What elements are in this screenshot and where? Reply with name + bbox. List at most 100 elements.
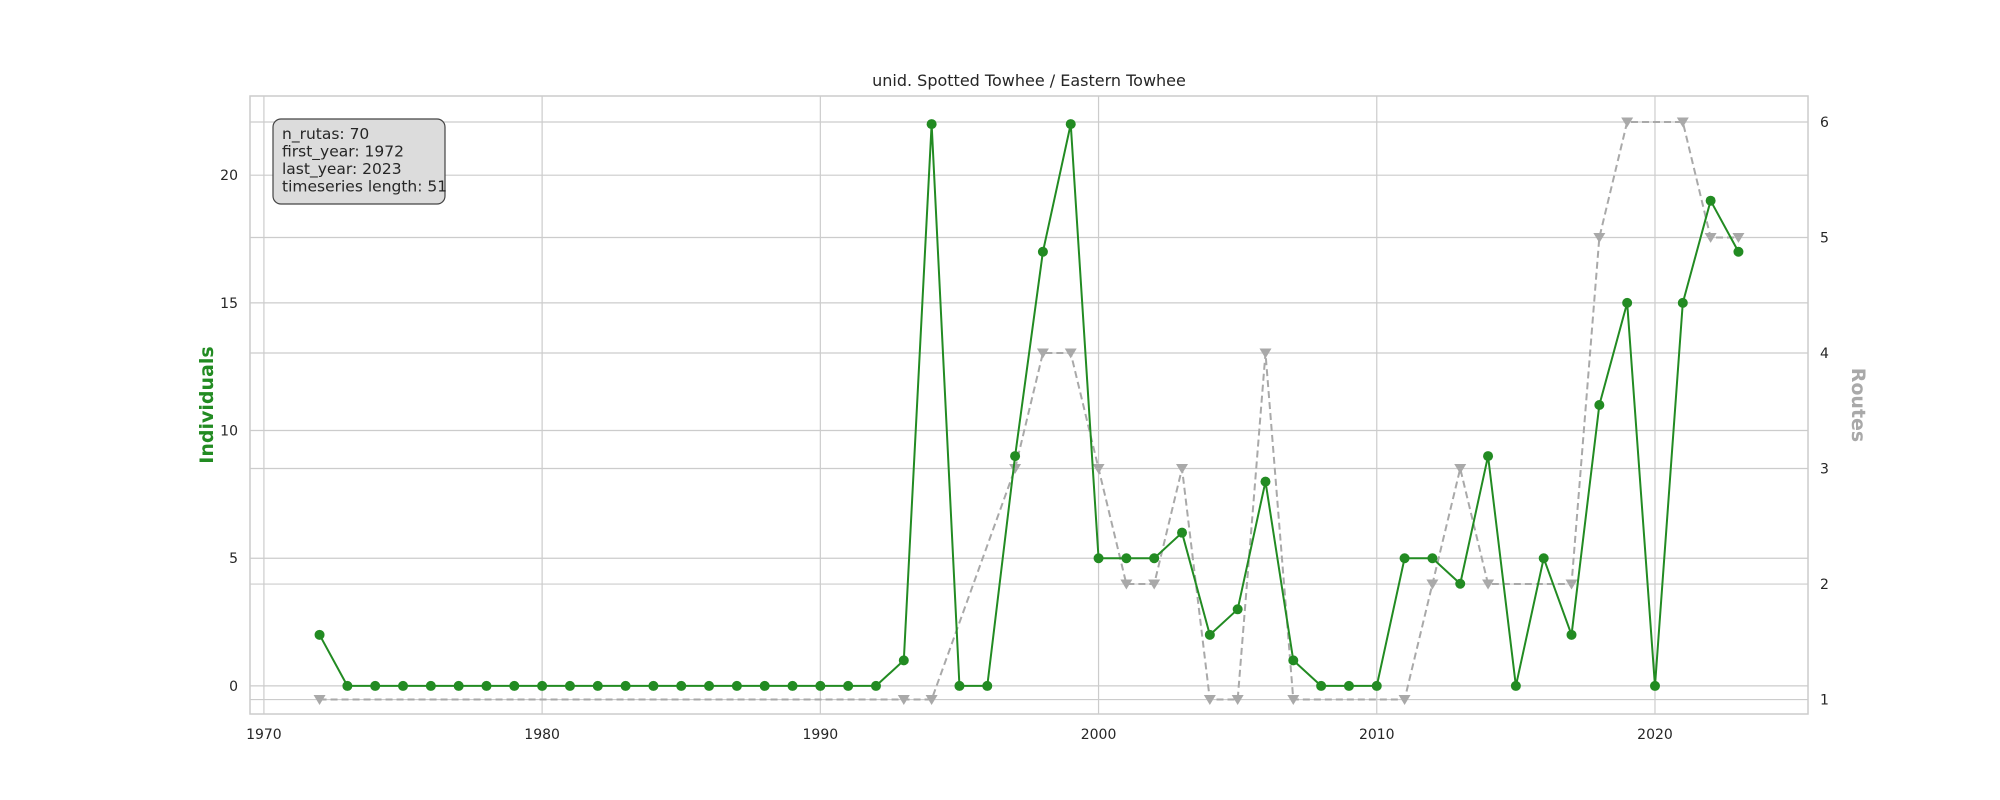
individuals-data-point [1065, 119, 1076, 130]
axes-layer: 1970 1980 1990 2000 2010 2020 0 5 10 15 20 1 2 3 4 5 6 [220, 115, 1829, 743]
individuals-data-point [1427, 553, 1438, 564]
routes-data-point [313, 695, 326, 705]
individuals-data-point [1510, 680, 1521, 691]
y-right-tick-label: 1 [1820, 693, 1829, 709]
routes-data-point [1482, 579, 1495, 590]
individuals-data-point [704, 680, 715, 691]
y-left-tick-label: 20 [220, 168, 238, 184]
info-line-first-year: first_year: 1972 [282, 143, 404, 162]
individuals-series-line [318, 123, 1740, 687]
individuals-data-point [1093, 553, 1104, 564]
individuals-data-point [314, 629, 325, 640]
individuals-data-point [1455, 578, 1466, 589]
individuals-data-point [1649, 680, 1660, 691]
info-line-n-rutas: n_rutas: 70 [282, 125, 369, 144]
routes-data-point [1092, 464, 1105, 474]
individuals-data-point [370, 680, 381, 691]
routes-data-point [1621, 117, 1634, 128]
individuals-data-point [1677, 297, 1688, 308]
routes-data-point [1398, 695, 1411, 705]
info-line-last-year: last_year: 2023 [282, 160, 402, 179]
x-tick-label: 2000 [1081, 727, 1117, 743]
individuals-data-point [1204, 629, 1215, 640]
individuals-data-point [1399, 553, 1410, 564]
routes-data-point [925, 695, 938, 705]
individuals-data-point [564, 680, 575, 691]
series-layer [313, 117, 1745, 705]
y-right-tick-label: 6 [1820, 115, 1829, 131]
info-line-timeseries-length: timeseries length: 51 [282, 178, 447, 196]
x-tick-label: 1980 [524, 727, 560, 743]
individuals-data-point [1037, 246, 1048, 257]
individuals-data-point [453, 680, 464, 691]
x-tick-label: 2020 [1637, 727, 1673, 743]
routes-data-point [1148, 579, 1161, 590]
individuals-data-point [1705, 195, 1716, 206]
y-right-tick-label: 4 [1820, 346, 1829, 362]
routes-data-point [1732, 233, 1745, 243]
individuals-data-point [1566, 629, 1577, 640]
y-axis-label-left: Individuals [196, 346, 218, 463]
individuals-data-point [1622, 297, 1633, 308]
info-box-background [272, 118, 446, 205]
individuals-data-point [870, 680, 881, 691]
routes-data-point [1287, 695, 1300, 705]
routes-data-point [1259, 348, 1272, 359]
individuals-data-point [1177, 527, 1188, 538]
individuals-data-point [1149, 553, 1160, 564]
routes-data-point [897, 695, 910, 705]
individuals-data-point [1260, 476, 1271, 487]
individuals-data-point [1010, 451, 1021, 462]
y-right-tick-label: 2 [1820, 577, 1829, 593]
individuals-data-point [1288, 655, 1299, 666]
individuals-data-point [398, 680, 409, 691]
chart-title: unid. Spotted Towhee / Eastern Towhee [872, 71, 1186, 90]
individuals-data-point [620, 680, 631, 691]
routes-data-point [1231, 695, 1244, 705]
individuals-data-point [342, 680, 353, 691]
individuals-data-point [954, 680, 965, 691]
individuals-data-point [815, 680, 826, 691]
routes-data-point [1009, 464, 1022, 474]
individuals-data-point [481, 680, 492, 691]
routes-data-point [1176, 464, 1189, 474]
info-box: n_rutas: 70 first_year: 1972 last_year: … [272, 118, 447, 205]
individuals-data-point [509, 680, 520, 691]
routes-data-point [1676, 117, 1689, 128]
individuals-data-point [1483, 451, 1494, 462]
individuals-data-point [1371, 680, 1382, 691]
individuals-data-point [1594, 400, 1605, 410]
routes-data-point [1593, 233, 1606, 243]
individuals-data-point [731, 680, 742, 691]
individuals-data-point [537, 680, 548, 691]
individuals-data-point [982, 680, 993, 691]
routes-data-point [1064, 348, 1077, 359]
y-left-tick-label: 0 [229, 679, 238, 695]
y-left-tick-label: 15 [220, 296, 238, 312]
x-tick-label: 2010 [1359, 727, 1395, 743]
routes-data-point [1426, 579, 1439, 590]
routes-data-point [1203, 695, 1216, 705]
individuals-data-point [1538, 553, 1549, 564]
y-left-tick-label: 10 [220, 424, 238, 440]
individuals-data-point [592, 680, 603, 691]
individuals-data-point [926, 119, 937, 130]
individuals-data-point [1121, 553, 1132, 564]
individuals-data-point [898, 655, 909, 666]
routes-data-point [1704, 233, 1717, 243]
x-tick-label: 1990 [803, 727, 839, 743]
individuals-data-point [1733, 246, 1744, 257]
x-tick-label: 1970 [246, 727, 282, 743]
routes-data-point [1454, 464, 1467, 474]
y-right-tick-label: 3 [1820, 462, 1829, 478]
individuals-data-point [1343, 680, 1354, 691]
individuals-data-point [1232, 604, 1243, 615]
individuals-data-point [759, 680, 770, 691]
individuals-data-point [787, 680, 798, 691]
individuals-data-point [1316, 680, 1327, 691]
routes-data-point [1565, 579, 1578, 590]
routes-data-point [1036, 348, 1049, 359]
y-right-tick-label: 5 [1820, 231, 1829, 247]
y-axis-label-right: Routes [1847, 368, 1869, 443]
